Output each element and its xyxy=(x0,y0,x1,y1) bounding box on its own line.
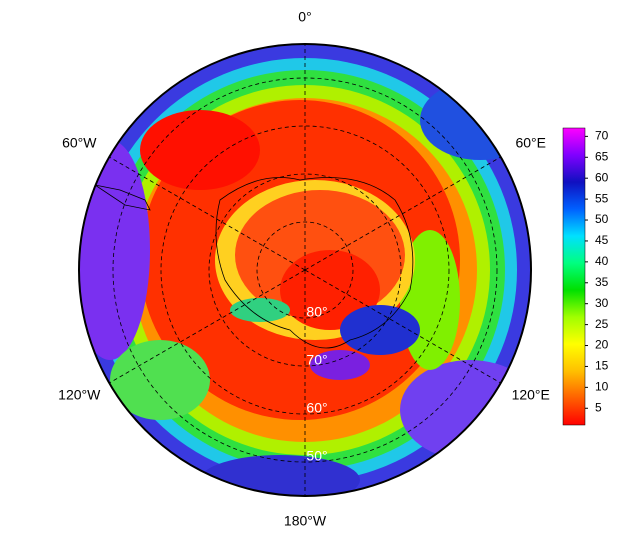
colorbar-tick-label: 5 xyxy=(595,400,602,414)
longitude-label: 120°E xyxy=(512,387,550,403)
meridian-line xyxy=(304,156,501,271)
colorbar-tick-label: 55 xyxy=(595,191,609,205)
labels: 80° 70° 60° 50° 0° 60°E 120°E 180°W 120°W 60°W xyxy=(58,9,550,529)
latitude-label: 70° xyxy=(306,352,327,368)
colorbar-tick-label: 35 xyxy=(595,275,609,289)
colorbar-tick-label: 65 xyxy=(595,149,609,163)
colorbar-tick-label: 25 xyxy=(595,317,609,331)
colorbar-tick-label: 15 xyxy=(595,359,609,373)
latitude-label: 50° xyxy=(306,448,327,464)
colorbar-tick-label: 50 xyxy=(595,212,609,226)
meridian-line xyxy=(109,269,306,384)
longitude-label: 0° xyxy=(298,9,311,25)
colorbar-tick-label: 10 xyxy=(595,380,609,394)
latitude-line xyxy=(208,173,402,367)
meridian-line xyxy=(304,269,501,384)
colorbar: 5 10 15 20 25 30 35 40 45 50 55 60 65 70 xyxy=(562,127,609,426)
latitude-line xyxy=(256,221,354,319)
latitude-label: 80° xyxy=(306,304,327,320)
colorbar-bar xyxy=(562,127,586,426)
longitude-label: 120°W xyxy=(58,387,101,403)
colorbar-tick-label: 40 xyxy=(595,254,609,268)
longitude-label: 180°W xyxy=(284,513,327,529)
colorbar-tick-label: 70 xyxy=(595,129,609,143)
map-border xyxy=(78,43,532,497)
meridian-line xyxy=(109,156,306,271)
colorbar-tick-label: 20 xyxy=(595,338,609,352)
graticule xyxy=(109,44,501,496)
longitude-label: 60°W xyxy=(62,135,97,151)
longitude-label: 60°E xyxy=(515,135,546,151)
latitude-label: 60° xyxy=(306,400,327,416)
colorbar-tick-label: 60 xyxy=(595,170,609,184)
colorbar-tick-label: 45 xyxy=(595,233,609,247)
colorbar-tick-label: 30 xyxy=(595,296,609,310)
